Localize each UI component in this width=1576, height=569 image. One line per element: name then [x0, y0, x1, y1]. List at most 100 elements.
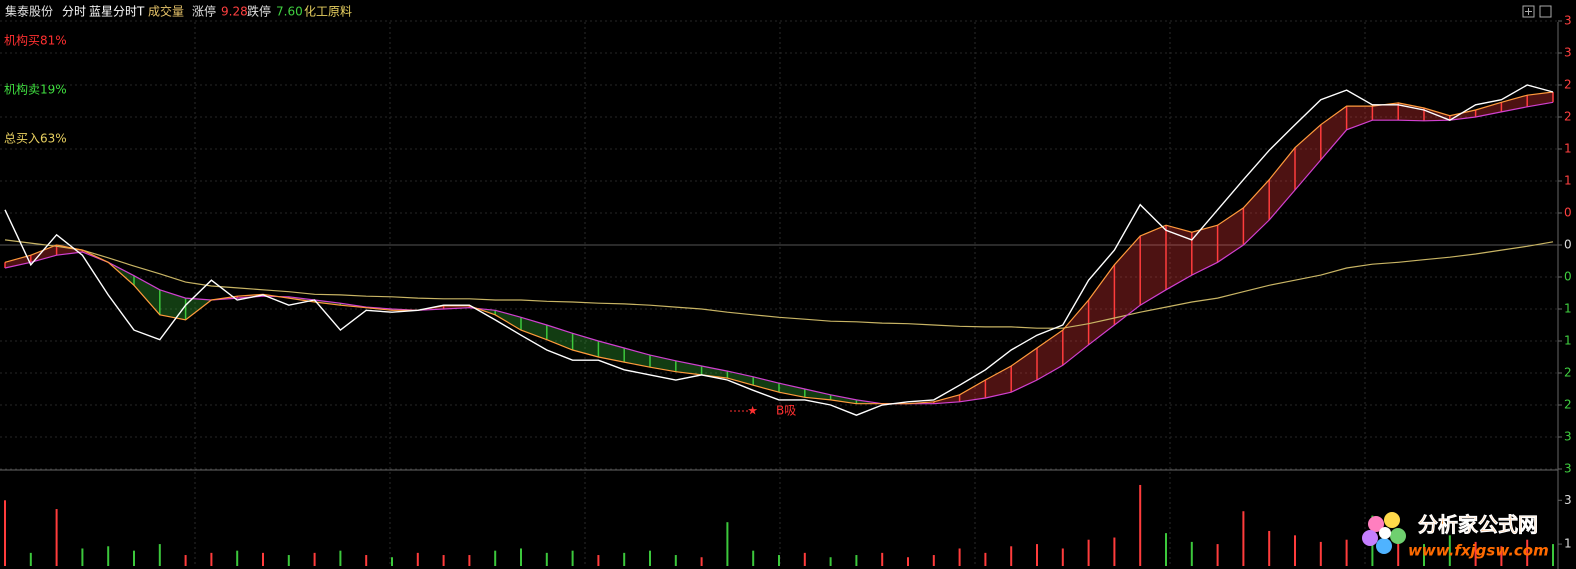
volume-bar	[597, 555, 600, 566]
y-tick-label: 3	[1564, 462, 1572, 476]
volume-bar	[210, 552, 213, 566]
volume-bar	[1345, 539, 1348, 566]
volume-bar	[158, 544, 161, 566]
ribbon-fill	[985, 365, 1012, 398]
volume-bar	[236, 550, 239, 566]
ribbon-fill	[5, 255, 31, 269]
y-tick-label: 1	[1564, 142, 1572, 156]
volume-bar	[726, 522, 729, 566]
limit-up: 9.28	[221, 5, 248, 19]
y-tick-label: 2	[1564, 78, 1572, 92]
ribbon-fill	[701, 365, 728, 379]
volume-bar	[184, 555, 187, 566]
ribbon-fill	[1243, 179, 1270, 245]
flower-center	[1379, 527, 1391, 539]
y-tick-label: 2	[1564, 366, 1572, 380]
ribbon-fill	[1295, 124, 1321, 190]
volume-bar	[829, 557, 832, 566]
y-tick-label: 1	[1564, 334, 1572, 348]
volume-bar	[520, 548, 522, 566]
y-tick-label: 1	[1564, 302, 1572, 316]
volume-bar	[133, 550, 135, 566]
petal	[1384, 512, 1400, 528]
indicator: 机构卖19%	[4, 82, 67, 97]
volume-bar	[881, 552, 884, 566]
ribbon-fill	[1320, 106, 1347, 160]
volume-bar	[391, 557, 393, 566]
petal	[1368, 516, 1384, 532]
volume-bar	[416, 552, 419, 566]
volume-bar	[545, 552, 548, 566]
ribbon-fill	[1372, 102, 1399, 121]
volume-bar	[107, 546, 110, 566]
indicator: 机构买81%	[4, 33, 67, 48]
ribbon-fill	[1037, 330, 1063, 381]
volume-bar	[1448, 535, 1451, 566]
ribbon-fill	[1140, 225, 1166, 306]
y-tick-label: 1	[1564, 174, 1572, 188]
ribbon-fill	[675, 360, 702, 375]
watermark-title: 分析家公式网	[1418, 513, 1538, 537]
volume-bar	[778, 555, 780, 566]
y-tick-label: 2	[1564, 110, 1572, 124]
volume-bar	[700, 557, 703, 566]
volume-bar	[907, 557, 909, 566]
limit-up-label: 涨停	[192, 4, 216, 19]
ribbon-fill	[1269, 147, 1295, 221]
volume-bar	[1268, 530, 1271, 566]
volume-bar	[55, 509, 58, 566]
annotation-star: ★	[747, 404, 758, 418]
y-tick-label: 0	[1564, 270, 1572, 284]
stock-name: 集泰股份	[5, 4, 53, 19]
volume-bar	[1036, 544, 1038, 566]
zoom-button[interactable]	[1522, 5, 1535, 18]
volume-bar	[29, 552, 32, 566]
y-tick-label: 2	[1564, 398, 1572, 412]
ribbon-fill	[1398, 102, 1424, 121]
ribbon-fill	[779, 383, 805, 398]
volume-bar	[339, 550, 342, 566]
mode[interactable]: 分时	[62, 5, 86, 19]
volume-bar	[287, 555, 290, 566]
volume-bar	[1087, 539, 1090, 566]
volume-bar	[674, 555, 677, 566]
ribbon-fill	[830, 394, 857, 404]
volume-bar	[1242, 511, 1245, 566]
y-tick-label: 3	[1564, 46, 1572, 60]
volume-bar	[752, 550, 755, 566]
ribbon-fill	[1346, 106, 1373, 130]
ribbon-fill	[546, 325, 573, 350]
volume-bar	[1294, 535, 1296, 566]
vertical-grid	[194, 22, 1366, 566]
y-tick-label: 0	[1564, 206, 1572, 220]
volume-bar	[571, 550, 574, 566]
petal	[1390, 528, 1406, 544]
volume-tick-label: 3	[1564, 493, 1572, 507]
restore-button[interactable]	[1539, 5, 1552, 18]
volume-tick-label: 1	[1564, 537, 1572, 551]
sector: 化工原料	[304, 5, 352, 19]
y-tick-label: 3	[1564, 14, 1572, 28]
volume-bar	[494, 550, 497, 566]
ribbon-fill	[1062, 300, 1089, 366]
volume-bar	[1423, 544, 1425, 566]
ribbon-fill	[495, 310, 521, 331]
ribbon-fill	[959, 380, 986, 402]
series-line	[4, 101, 1554, 405]
volume-bar	[1139, 484, 1142, 566]
volume-bar	[1552, 544, 1554, 566]
volume-bar	[313, 552, 316, 566]
limit-down-label: 跌停	[247, 4, 271, 19]
ribbon-fill	[753, 376, 779, 393]
volume-bar	[1526, 539, 1529, 566]
volume-bar	[365, 555, 368, 566]
volume-label: 成交量	[148, 4, 184, 19]
ribbon-fill	[1088, 264, 1115, 345]
volume-bar	[1500, 546, 1503, 566]
ribbon-fill	[1475, 102, 1502, 117]
ribbon-fill	[624, 348, 650, 368]
volume-bar	[442, 555, 445, 566]
volume-bar	[1010, 546, 1013, 566]
formula[interactable]: 蓝星分时T	[89, 5, 145, 19]
